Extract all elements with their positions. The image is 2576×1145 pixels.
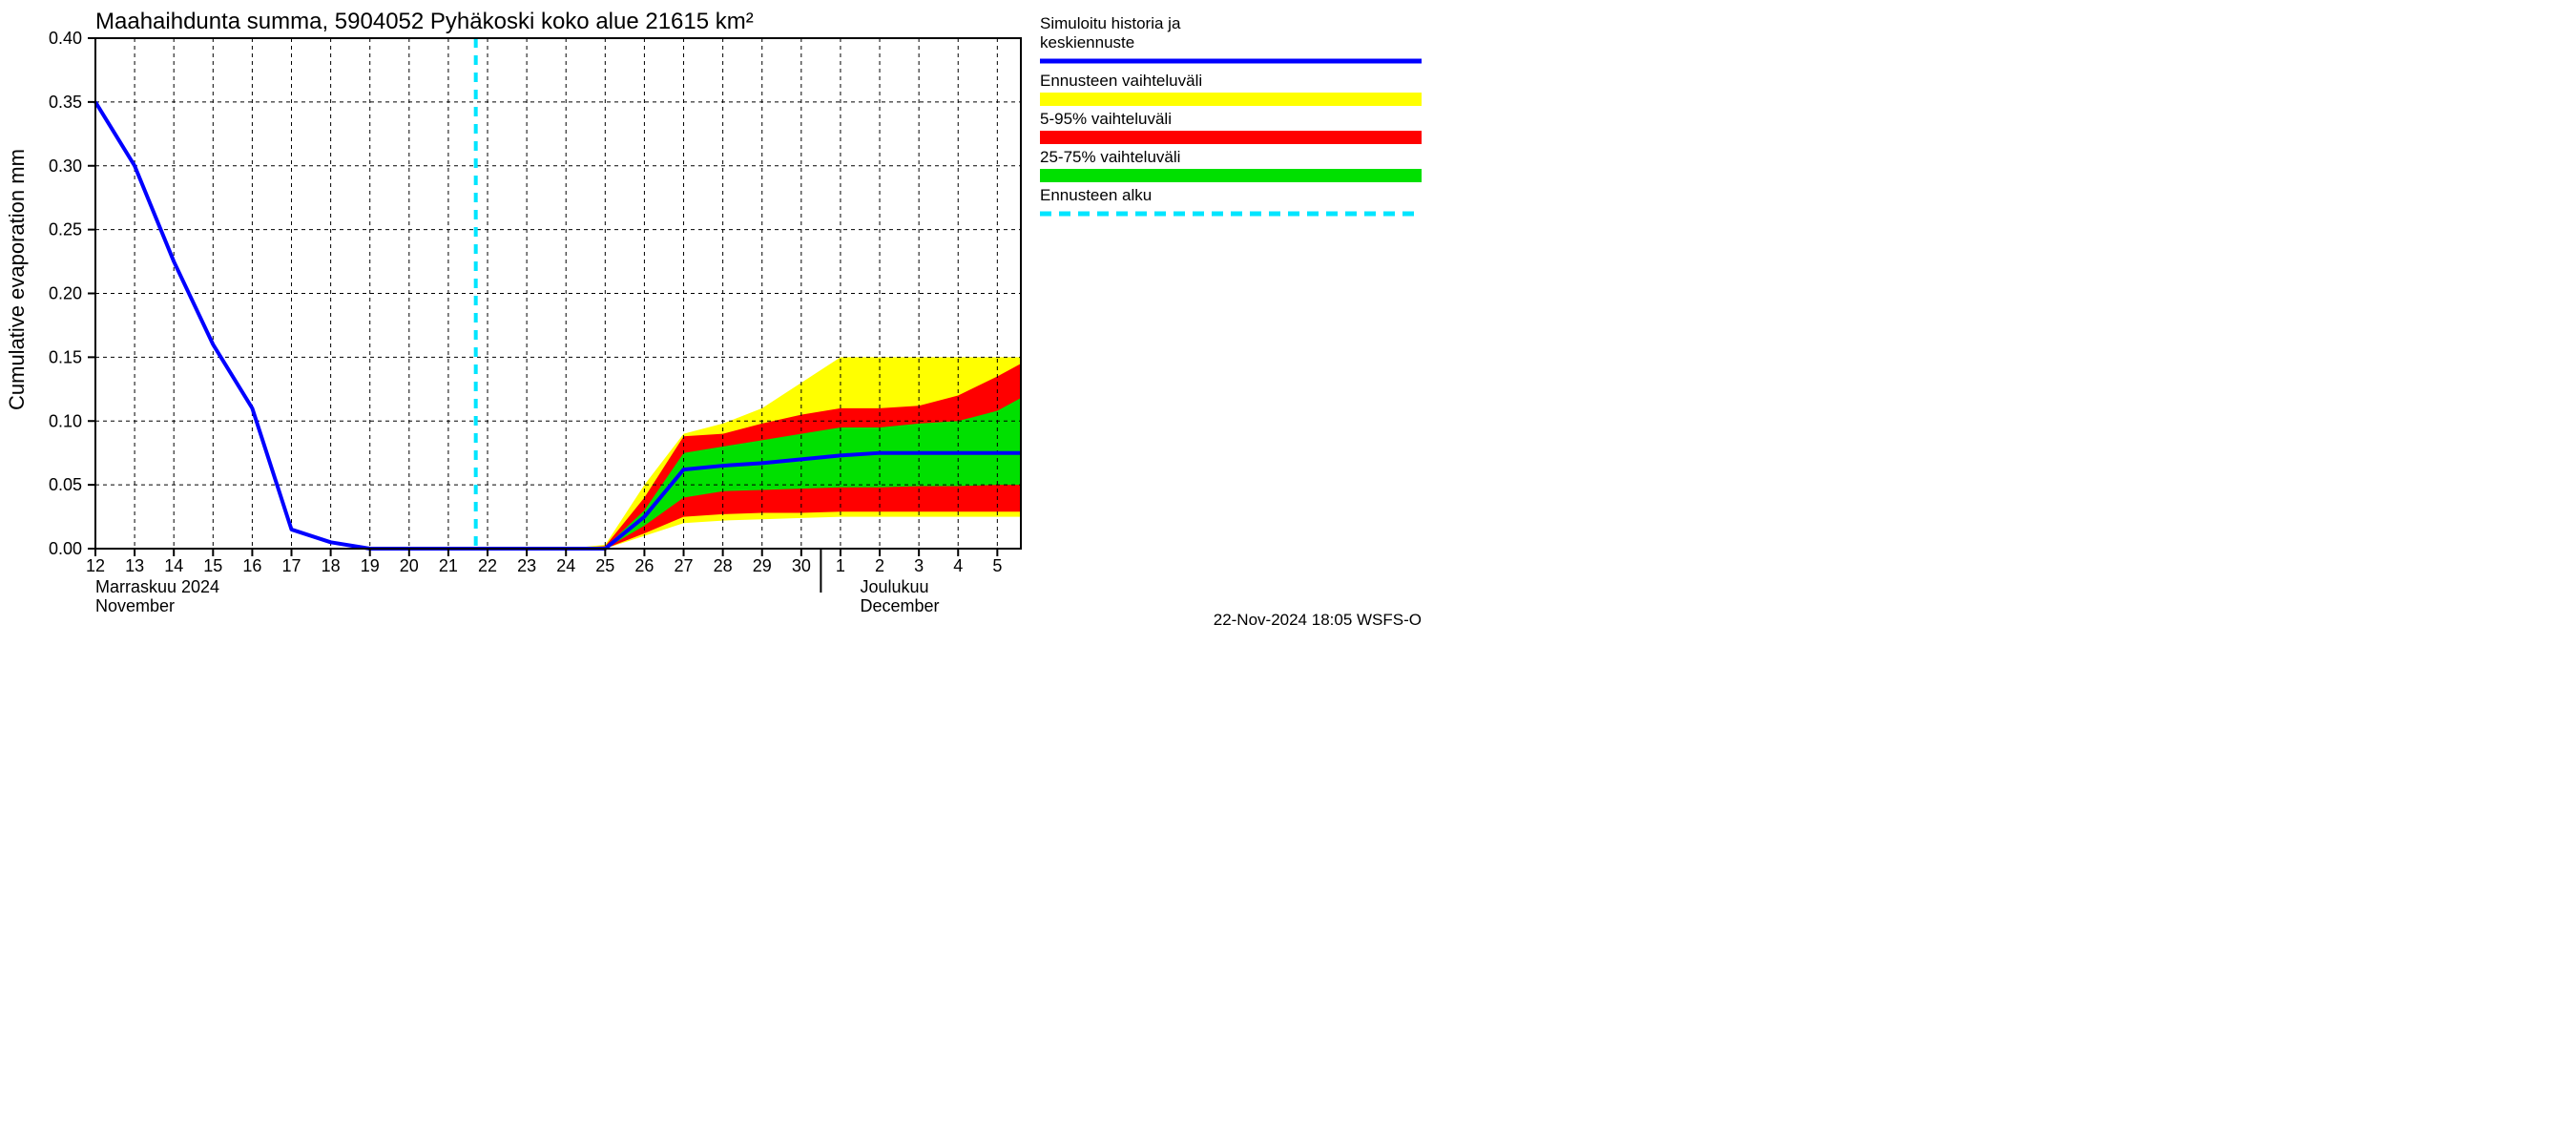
- legend-label: 25-75% vaihteluväli: [1040, 148, 1180, 166]
- x-tick-label: 22: [478, 556, 497, 575]
- x-tick-label: 21: [439, 556, 458, 575]
- x-tick-label: 16: [242, 556, 261, 575]
- legend-swatch: [1040, 131, 1422, 144]
- x-tick-label: 4: [953, 556, 963, 575]
- month-label: Marraskuu 2024: [95, 577, 219, 596]
- x-tick-label: 12: [86, 556, 105, 575]
- y-tick-label: 0.35: [49, 93, 82, 112]
- legend-label: 5-95% vaihteluväli: [1040, 110, 1172, 128]
- x-tick-label: 29: [753, 556, 772, 575]
- y-tick-label: 0.05: [49, 475, 82, 494]
- x-tick-label: 15: [203, 556, 222, 575]
- x-tick-label: 14: [164, 556, 183, 575]
- month-label: Joulukuu: [860, 577, 928, 596]
- y-axis-label: Cumulative evaporation mm: [5, 149, 29, 410]
- legend-label: Ennusteen vaihteluväli: [1040, 72, 1202, 90]
- legend: Simuloitu historia jakeskiennuste Ennuste…: [1040, 14, 1422, 214]
- legend-swatch: [1040, 93, 1422, 106]
- x-tick-label: 24: [556, 556, 575, 575]
- legend-label: Ennusteen alku: [1040, 186, 1152, 204]
- x-tick-label: 19: [361, 556, 380, 575]
- plot-area: 0.000.050.100.150.200.250.300.350.401213…: [49, 29, 1021, 615]
- y-tick-label: 0.10: [49, 411, 82, 430]
- footer-timestamp: 22-Nov-2024 18:05 WSFS-O: [1214, 611, 1422, 629]
- x-tick-label: 20: [400, 556, 419, 575]
- y-tick-label: 0.00: [49, 539, 82, 558]
- x-tick-label: 17: [281, 556, 301, 575]
- y-tick-label: 0.40: [49, 29, 82, 48]
- y-tick-label: 0.25: [49, 220, 82, 239]
- x-tick-label: 25: [595, 556, 614, 575]
- chart: 0.000.050.100.150.200.250.300.350.401213…: [0, 0, 1431, 636]
- y-tick-label: 0.20: [49, 284, 82, 303]
- x-tick-label: 30: [792, 556, 811, 575]
- x-tick-label: 3: [914, 556, 924, 575]
- legend-label: keskiennuste: [1040, 33, 1134, 52]
- y-tick-label: 0.15: [49, 347, 82, 366]
- legend-swatch: [1040, 169, 1422, 182]
- x-tick-label: 18: [322, 556, 341, 575]
- x-tick-label: 23: [517, 556, 536, 575]
- chart-title: Maahaihdunta summa, 5904052 Pyhäkoski ko…: [95, 9, 754, 34]
- x-tick-label: 1: [836, 556, 845, 575]
- month-label: November: [95, 596, 175, 615]
- x-tick-label: 5: [992, 556, 1002, 575]
- x-tick-label: 28: [714, 556, 733, 575]
- x-tick-label: 27: [675, 556, 694, 575]
- x-tick-label: 13: [125, 556, 144, 575]
- y-tick-label: 0.30: [49, 156, 82, 176]
- month-label: December: [860, 596, 939, 615]
- x-tick-label: 2: [875, 556, 884, 575]
- legend-label: Simuloitu historia ja: [1040, 14, 1181, 32]
- x-tick-label: 26: [634, 556, 654, 575]
